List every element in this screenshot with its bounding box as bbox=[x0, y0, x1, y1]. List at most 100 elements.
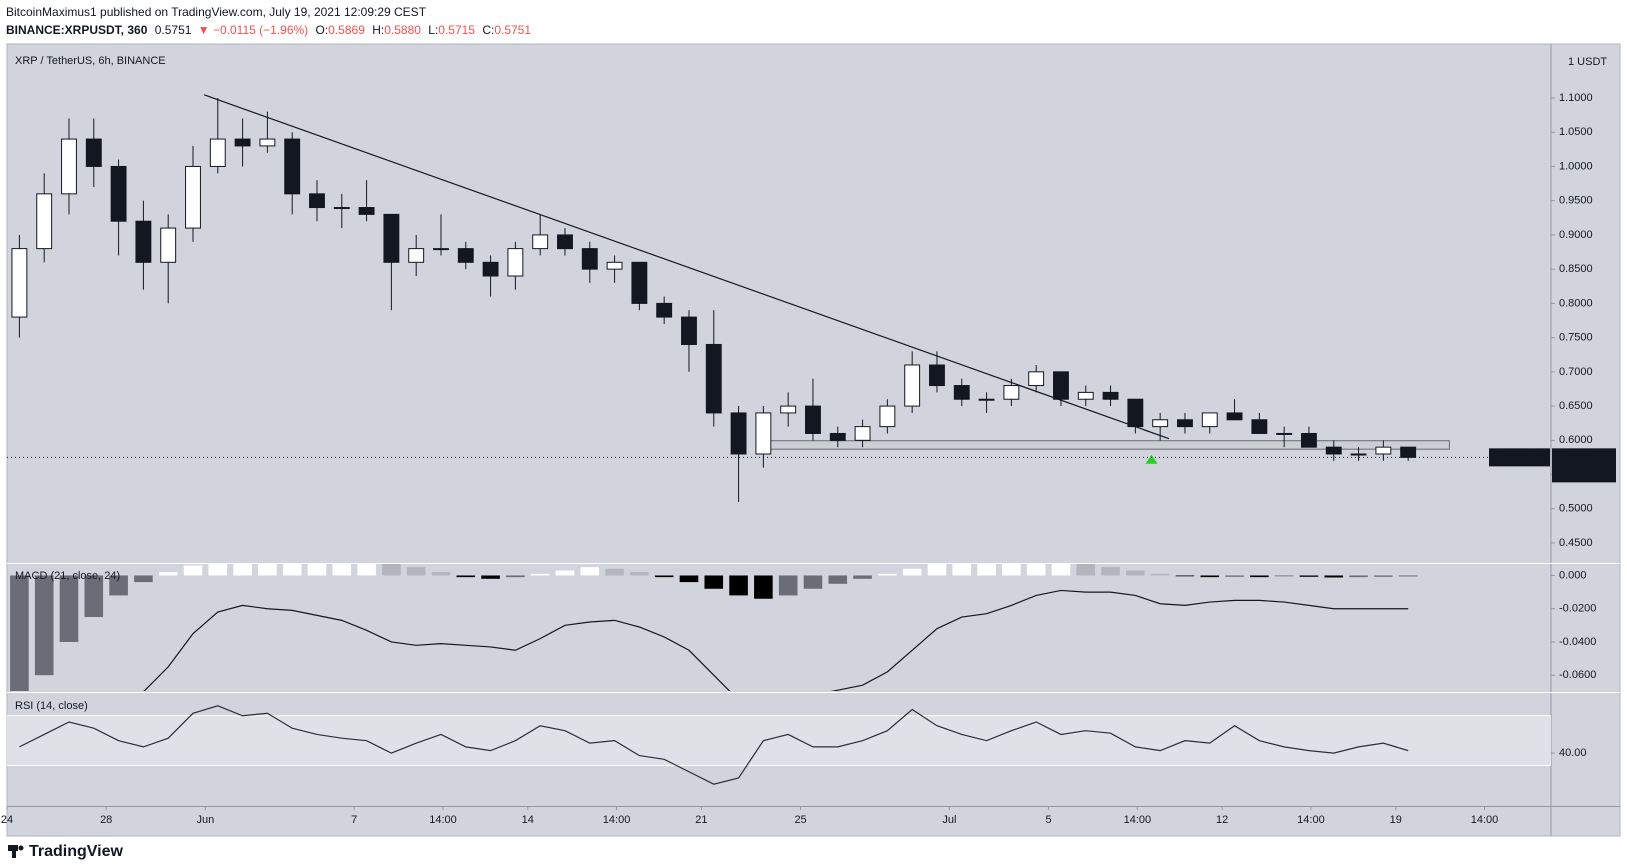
candle-body bbox=[36, 193, 53, 250]
candle-body bbox=[1251, 419, 1268, 434]
macd-histogram-bar bbox=[902, 568, 922, 576]
y-tick-label: 0.7000 bbox=[1559, 366, 1593, 378]
trendline bbox=[203, 94, 1170, 440]
macd-histogram-bar bbox=[1126, 570, 1145, 576]
macd-histogram-bar bbox=[481, 575, 500, 579]
candle-body bbox=[606, 261, 623, 270]
y-tick-label: 1.0000 bbox=[1559, 160, 1593, 172]
macd-histogram-bar bbox=[1349, 575, 1368, 578]
logo-text: TradingView bbox=[29, 843, 124, 860]
macd-histogram-bar bbox=[1076, 564, 1096, 576]
y-tick-label: 0.000 bbox=[1559, 569, 1587, 581]
macd-histogram-bar bbox=[1002, 564, 1021, 576]
footer-logo: TradingView bbox=[8, 843, 124, 860]
x-tick-label: 14:00 bbox=[1124, 814, 1152, 826]
macd-histogram-bar bbox=[431, 572, 451, 576]
macd-histogram-bar bbox=[803, 575, 823, 589]
macd-histogram-bar bbox=[679, 575, 699, 583]
candle-body bbox=[309, 193, 325, 209]
macd-histogram-bar bbox=[406, 567, 426, 576]
low-label: L: bbox=[428, 23, 438, 37]
candle-body bbox=[383, 213, 400, 263]
x-tick-label: 14:00 bbox=[429, 814, 457, 826]
x-tick-label: 12 bbox=[1216, 814, 1228, 826]
candle-body bbox=[284, 138, 301, 195]
candle-body bbox=[904, 364, 921, 407]
macd-histogram-bar bbox=[878, 573, 897, 576]
low: 0.5715 bbox=[438, 23, 475, 37]
candle-body bbox=[532, 234, 549, 250]
macd-histogram-bar bbox=[382, 564, 401, 576]
y-tick-label: 0.4500 bbox=[1559, 537, 1593, 549]
candle-body bbox=[234, 138, 251, 147]
rsi-pane bbox=[7, 705, 1551, 785]
values-line bbox=[19, 705, 1409, 785]
candle-body bbox=[1127, 398, 1144, 428]
candle-body bbox=[85, 138, 102, 167]
candle-body bbox=[1177, 419, 1193, 428]
symbol-line: BINANCE:XRPUSDT, 360 0.5751 ▼ −0.0115 (−… bbox=[6, 23, 531, 37]
macd-histogram-bar bbox=[282, 564, 302, 576]
candle-body bbox=[755, 412, 772, 455]
candle-body bbox=[953, 385, 970, 400]
candle-body bbox=[929, 364, 945, 387]
candle-body bbox=[829, 432, 846, 441]
candle-body bbox=[259, 138, 276, 147]
candle-body bbox=[1226, 412, 1243, 421]
macd-histogram-bar bbox=[828, 575, 848, 584]
macd-line bbox=[143, 589, 1409, 691]
macd-histogram-bar bbox=[1274, 575, 1294, 577]
y-tick-label: 0.7500 bbox=[1559, 332, 1593, 344]
candle-body bbox=[1152, 419, 1169, 428]
macd-histogram-bar bbox=[183, 565, 203, 576]
candle-body bbox=[110, 165, 127, 222]
candle-body bbox=[557, 234, 573, 250]
candle-body bbox=[11, 248, 28, 318]
candle-body bbox=[1301, 432, 1317, 448]
macd-histogram-bar bbox=[530, 573, 550, 576]
candle-body bbox=[160, 227, 177, 263]
macd-histogram-bar bbox=[1398, 575, 1418, 577]
y-tick-label: -0.0600 bbox=[1559, 669, 1596, 681]
candle-body bbox=[1201, 412, 1218, 428]
candle-body bbox=[854, 426, 871, 441]
macd-histogram-bar bbox=[1026, 564, 1046, 576]
y-tick-label: 1.1000 bbox=[1559, 92, 1593, 104]
macd-histogram-bar bbox=[357, 564, 376, 576]
y-tick-label: 0.9500 bbox=[1559, 195, 1593, 207]
macd-histogram-bar bbox=[778, 575, 798, 596]
open: 0.5869 bbox=[328, 23, 365, 37]
x-tick-label: Jun bbox=[197, 814, 215, 826]
candle-body bbox=[705, 343, 722, 414]
rsi-band bbox=[7, 715, 1551, 766]
macd-histogram-bar bbox=[332, 564, 352, 576]
x-tick-label: 25 bbox=[794, 814, 806, 826]
candle-body bbox=[61, 138, 77, 195]
candle-body bbox=[333, 207, 350, 210]
macd-histogram-bar bbox=[233, 564, 252, 576]
candle-body bbox=[805, 405, 821, 434]
candle-body bbox=[457, 248, 474, 263]
y-tick-label: -0.0200 bbox=[1559, 603, 1596, 615]
pane-title: XRP / TetherUS, 6h, BINANCE bbox=[15, 55, 166, 67]
candle-body bbox=[1053, 371, 1069, 400]
candle-body bbox=[185, 165, 201, 229]
x-tick-label: 7 bbox=[351, 814, 357, 826]
open-label: O: bbox=[316, 23, 329, 37]
currency: 1 USDT bbox=[1568, 56, 1607, 68]
macd-histogram-bar bbox=[977, 564, 996, 576]
macd-histogram-bar bbox=[853, 575, 872, 579]
macd-histogram-bar bbox=[630, 572, 649, 576]
y-tick-label: 0.5000 bbox=[1559, 503, 1593, 515]
macd-histogram-bar bbox=[555, 570, 575, 576]
x-tick-label: 14:00 bbox=[1471, 814, 1499, 826]
macd-histogram-bar bbox=[307, 564, 327, 576]
x-tick-label: Jul bbox=[942, 814, 956, 826]
candle-body bbox=[1325, 446, 1342, 455]
candle-body bbox=[1003, 385, 1020, 400]
macd-histogram-bar bbox=[456, 575, 476, 578]
price-pane bbox=[11, 94, 1450, 502]
macd-histogram-bar bbox=[506, 575, 525, 578]
macd-histogram-bar bbox=[34, 575, 54, 676]
